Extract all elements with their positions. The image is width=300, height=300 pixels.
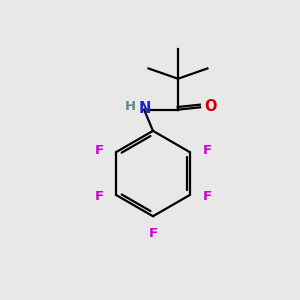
Text: H: H bbox=[125, 100, 136, 112]
Text: F: F bbox=[202, 190, 212, 203]
Text: F: F bbox=[202, 144, 212, 157]
Text: F: F bbox=[148, 227, 158, 240]
Text: N: N bbox=[139, 101, 151, 116]
Text: O: O bbox=[204, 99, 216, 114]
Text: F: F bbox=[94, 144, 103, 157]
Text: F: F bbox=[94, 190, 103, 203]
